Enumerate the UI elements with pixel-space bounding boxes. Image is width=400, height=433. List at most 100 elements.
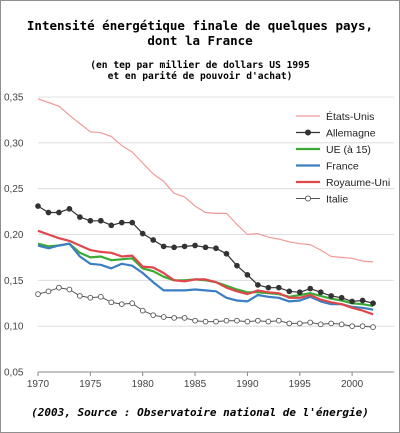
source-note: (2003, Source : Observatoire national de… [31, 406, 369, 419]
data-point-allemagne [181, 243, 188, 250]
data-point-italie [244, 318, 251, 325]
data-point-italie [275, 317, 282, 324]
y-tick-label: 0,10 [4, 322, 24, 333]
x-tick-label: 2000 [341, 379, 364, 390]
data-point-italie [286, 320, 293, 327]
data-point-allemagne [213, 245, 219, 252]
y-tick-label: 0,25 [4, 184, 24, 195]
data-point-allemagne [265, 284, 272, 291]
data-point-italie [139, 307, 146, 314]
data-point-allemagne [192, 242, 198, 249]
y-tick-label: 0,35 [4, 93, 24, 104]
x-tick-label: 1990 [236, 379, 259, 390]
data-point-allemagne [97, 217, 104, 224]
data-point-italie [192, 317, 198, 324]
data-point-italie [160, 314, 167, 320]
series-line-france [37, 242, 374, 311]
y-tick-label: 0,15 [4, 276, 24, 287]
data-point-allemagne [286, 288, 293, 295]
data-point-allemagne [275, 284, 282, 291]
chart-subtitle-line-2: et en parité de pouvoir d'achat) [107, 71, 293, 82]
data-point-italie [296, 320, 303, 327]
data-point-italie [223, 317, 230, 324]
data-point-allemagne [35, 203, 41, 209]
data-point-italie [77, 293, 83, 299]
chart-title-line-1: Intensité énergétique finale de quelques… [26, 18, 374, 33]
data-point-allemagne [317, 289, 324, 296]
x-tick-label: 1975 [79, 379, 102, 390]
data-point-allemagne [338, 294, 345, 301]
data-point-italie [255, 317, 261, 324]
data-point-italie [87, 294, 94, 301]
legend-label-ue-a-15: UE (à 15) [326, 144, 371, 156]
data-point-allemagne [255, 282, 261, 288]
x-tick-label: 1995 [289, 379, 312, 390]
data-point-allemagne [223, 250, 230, 257]
data-point-italie [370, 324, 376, 330]
x-tick-label: 1980 [132, 379, 155, 390]
chart-title: Intensité énergétique finale de quelques… [0, 18, 400, 48]
legend-label-italie: Italie [326, 193, 348, 205]
y-tick-label: 0,20 [4, 230, 24, 241]
data-point-allemagne [150, 237, 157, 243]
legend-label-etats-unis: États-Unis [326, 110, 374, 123]
data-point-allemagne [66, 205, 73, 212]
data-point-italie [150, 312, 157, 319]
y-tick-label: 0,30 [4, 138, 24, 149]
data-point-italie [328, 320, 335, 327]
data-point-italie [129, 300, 136, 307]
data-point-allemagne [307, 285, 314, 292]
data-point-italie [317, 321, 324, 328]
y-tick-label: 0,05 [4, 368, 24, 379]
data-point-italie [338, 321, 345, 328]
chart-subtitle-line-1: (en tep par millier de dollars US 1995 [90, 60, 310, 71]
data-point-allemagne [349, 298, 355, 305]
chart-subtitle: (en tep par millier de dollars US 1995 e… [0, 60, 400, 82]
data-point-allemagne [56, 209, 62, 216]
legend: États-Unis Allemagne UE (à 15) France Royaum… [296, 110, 390, 205]
data-point-italie [265, 318, 272, 325]
x-tick-label: 1970 [27, 379, 50, 390]
data-point-italie [97, 293, 104, 300]
data-point-italie [359, 323, 366, 330]
data-point-italie [118, 301, 125, 308]
legend-label-royaume-uni: Royaume-Uni [326, 177, 390, 189]
legend-marker-italie [304, 195, 312, 202]
data-point-allemagne [108, 222, 115, 229]
legend-marker-allemagne [304, 129, 312, 136]
data-point-italie [171, 315, 177, 321]
data-point-italie [213, 318, 219, 325]
data-point-allemagne [359, 297, 366, 304]
data-point-allemagne [129, 219, 136, 226]
data-point-allemagne [118, 219, 125, 226]
data-point-allemagne [370, 300, 376, 307]
data-point-italie [234, 317, 240, 324]
data-point-italie [349, 323, 355, 330]
data-point-italie [66, 286, 73, 293]
data-point-italie [35, 291, 41, 297]
data-point-allemagne [160, 243, 167, 250]
series-lines [35, 98, 376, 330]
data-point-allemagne [87, 217, 94, 224]
data-point-italie [202, 318, 209, 325]
x-tick-label: 1985 [184, 379, 207, 390]
chart-title-line-2: dont la France [147, 33, 253, 48]
data-point-allemagne [328, 293, 335, 299]
data-point-italie [108, 299, 115, 306]
legend-label-france: France [326, 160, 359, 172]
data-point-italie [45, 288, 52, 295]
series-line-royaume-uni [37, 229, 374, 316]
data-point-italie [181, 315, 188, 321]
data-point-allemagne [45, 209, 52, 216]
legend-label-allemagne: Allemagne [326, 127, 376, 139]
data-point-allemagne [234, 262, 240, 269]
data-point-allemagne [296, 289, 303, 296]
data-point-allemagne [202, 244, 209, 251]
data-point-allemagne [244, 271, 251, 278]
data-point-allemagne [139, 230, 146, 237]
series-line-etats-unis [37, 98, 374, 263]
data-point-allemagne [171, 244, 177, 251]
data-point-italie [307, 319, 314, 326]
